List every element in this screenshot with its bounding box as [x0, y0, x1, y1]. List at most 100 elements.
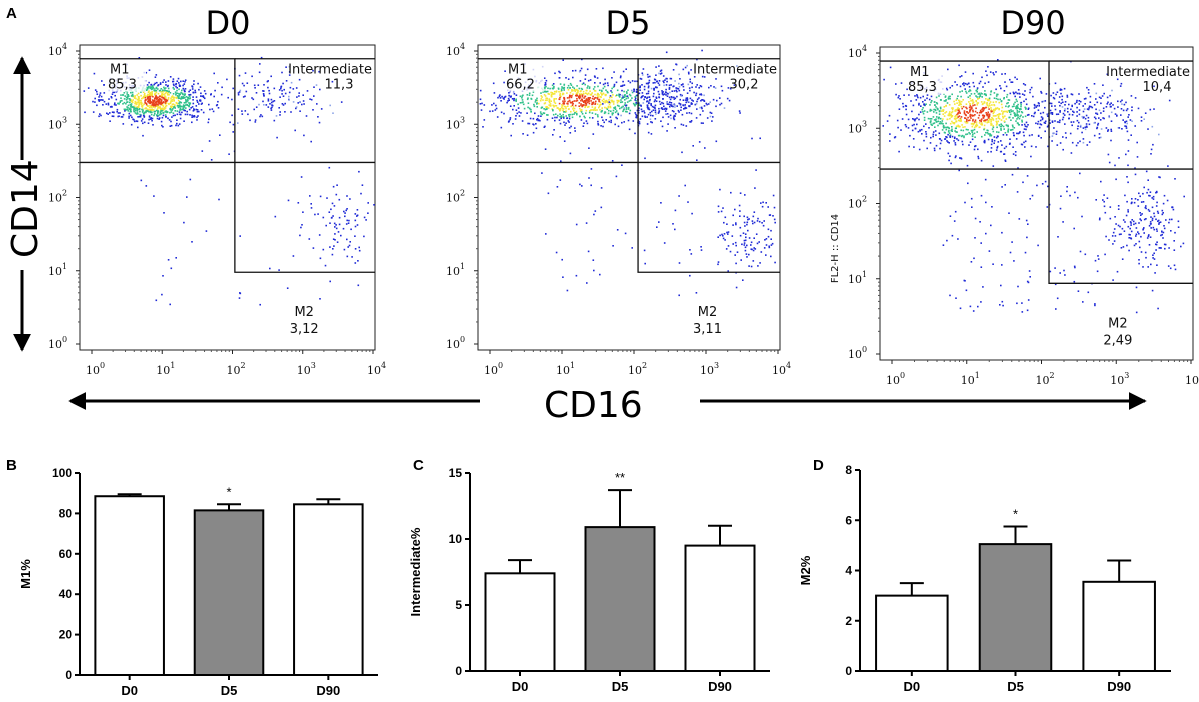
- event-dot: [951, 93, 953, 96]
- event-dot: [560, 117, 562, 120]
- event-dot: [739, 192, 742, 194]
- event-dot: [725, 248, 728, 250]
- event-dot: [908, 145, 910, 148]
- event-dot: [619, 107, 621, 110]
- event-dot: [161, 99, 163, 101]
- event-dot: [539, 119, 541, 122]
- event-dot: [1156, 201, 1158, 204]
- event-dot: [982, 109, 985, 111]
- event-dot: [175, 124, 177, 127]
- event-dot: [590, 93, 593, 95]
- event-dot: [618, 105, 620, 107]
- event-dot: [1098, 109, 1101, 112]
- event-dot: [594, 106, 597, 109]
- event-dot: [599, 273, 601, 276]
- event-dot: [914, 119, 916, 122]
- event-dot: [329, 222, 331, 224]
- event-dot: [923, 139, 925, 142]
- event-dot: [681, 94, 683, 97]
- event-dot: [1125, 153, 1127, 156]
- event-dot: [156, 117, 159, 120]
- event-dot: [1121, 99, 1123, 102]
- event-dot: [286, 287, 289, 289]
- event-dot: [1002, 125, 1005, 128]
- event-dot: [1110, 139, 1112, 142]
- event-dot: [608, 99, 610, 101]
- event-dot: [981, 114, 984, 117]
- event-dot: [163, 98, 165, 100]
- event-dot: [231, 98, 233, 101]
- event-dot: [513, 97, 515, 100]
- event-dot: [1126, 122, 1128, 125]
- event-dot: [987, 115, 990, 117]
- event-dot: [607, 84, 609, 87]
- event-dot: [499, 94, 501, 96]
- event-dot: [1094, 304, 1096, 307]
- event-dot: [596, 97, 599, 99]
- event-dot: [1117, 127, 1120, 129]
- event-dot: [906, 88, 908, 91]
- event-dot: [905, 108, 907, 111]
- event-dot: [136, 99, 139, 101]
- event-dot: [579, 110, 582, 112]
- event-dot: [584, 101, 587, 104]
- event-dot: [1064, 123, 1066, 125]
- event-dot: [744, 246, 747, 249]
- event-dot: [1040, 137, 1042, 139]
- event-dot: [959, 76, 961, 78]
- event-dot: [966, 107, 968, 110]
- event-dot: [618, 93, 620, 96]
- event-dot: [334, 233, 336, 235]
- event-dot: [691, 82, 693, 85]
- event-dot: [237, 108, 240, 110]
- event-dot: [983, 124, 986, 127]
- y-tick-exponent: 3: [862, 119, 867, 128]
- event-dot: [575, 100, 577, 102]
- event-dot: [115, 91, 118, 93]
- event-dot: [949, 136, 951, 138]
- event-dot: [971, 107, 973, 110]
- event-dot: [1001, 113, 1004, 115]
- bar-d0: [94, 495, 165, 677]
- event-dot: [629, 109, 632, 112]
- event-dot: [174, 107, 176, 109]
- event-dot: [579, 90, 582, 93]
- event-dot: [180, 97, 182, 100]
- event-dot: [960, 118, 962, 121]
- event-dot: [646, 116, 648, 118]
- event-dot: [1105, 235, 1107, 238]
- event-dot: [1153, 258, 1156, 260]
- event-dot: [195, 96, 198, 98]
- event-dot: [1108, 116, 1111, 119]
- event-dot: [157, 104, 160, 106]
- event-dot: [1139, 246, 1141, 249]
- event-dot: [278, 107, 280, 109]
- event-dot: [118, 115, 120, 117]
- event-dot: [533, 103, 535, 106]
- event-dot: [552, 109, 554, 112]
- event-dot: [128, 117, 130, 119]
- event-dot: [976, 88, 979, 91]
- event-dot: [926, 147, 928, 150]
- event-dot: [1009, 113, 1012, 116]
- event-dot: [578, 105, 580, 107]
- event-dot: [986, 99, 989, 102]
- event-dot: [665, 107, 668, 110]
- event-dot: [144, 101, 146, 103]
- event-dot: [1001, 124, 1003, 127]
- event-dot: [180, 80, 182, 83]
- event-dot: [1021, 124, 1023, 126]
- event-dot: [581, 83, 584, 85]
- event-dot: [1041, 117, 1044, 119]
- event-dot: [602, 92, 605, 95]
- event-dot: [996, 126, 998, 129]
- event-dot: [571, 113, 573, 116]
- event-dot: [1167, 165, 1169, 167]
- gate-intermediate-name: Intermediate: [1106, 65, 1190, 80]
- event-dot: [1161, 209, 1164, 212]
- event-dot: [553, 87, 555, 89]
- event-dot: [966, 133, 969, 135]
- event-dot: [188, 108, 191, 111]
- event-dot: [976, 102, 979, 104]
- event-dot: [589, 79, 592, 81]
